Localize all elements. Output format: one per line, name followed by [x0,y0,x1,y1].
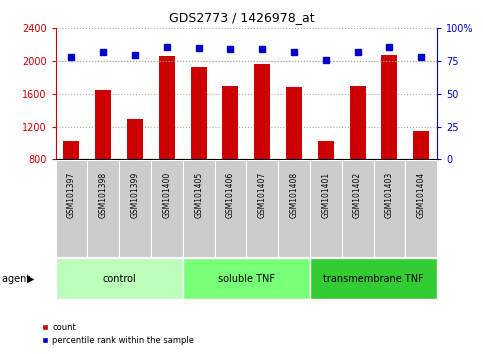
Bar [310,258,437,299]
Text: GSM101400: GSM101400 [162,172,171,218]
Bar [286,87,302,159]
Text: GSM101398: GSM101398 [99,172,108,218]
Text: soluble TNF: soluble TNF [218,274,275,284]
Text: GSM101401: GSM101401 [321,172,330,218]
Bar [183,160,214,257]
Bar [373,160,405,257]
Bar [56,160,87,257]
Bar [223,86,239,159]
Bar [246,160,278,257]
Text: GSM101407: GSM101407 [258,172,267,218]
Text: GSM101397: GSM101397 [67,172,76,218]
Bar [254,64,270,159]
Bar [87,160,119,257]
Bar [278,160,310,257]
Bar [191,67,207,159]
Bar [214,160,246,257]
Text: GSM101404: GSM101404 [417,172,426,218]
Bar [95,90,111,159]
Bar [127,119,143,159]
Text: GSM101403: GSM101403 [385,172,394,218]
Text: GSM101406: GSM101406 [226,172,235,218]
Text: GSM101399: GSM101399 [130,172,140,218]
Text: ▶: ▶ [27,274,34,284]
Text: transmembrane TNF: transmembrane TNF [323,274,424,284]
Text: GSM101402: GSM101402 [353,172,362,218]
Text: GDS2773 / 1426978_at: GDS2773 / 1426978_at [169,11,314,24]
Text: GSM101408: GSM101408 [289,172,298,218]
Text: agent: agent [2,274,34,284]
Bar [63,141,79,159]
Bar [318,141,334,159]
Bar [413,131,429,159]
Bar [342,160,373,257]
Bar [159,56,175,159]
Legend: count, percentile rank within the sample: count, percentile rank within the sample [38,319,198,348]
Bar [56,258,183,299]
Bar [183,258,310,299]
Text: GSM101405: GSM101405 [194,172,203,218]
Bar [350,86,366,159]
Bar [405,160,437,257]
Text: control: control [102,274,136,284]
Bar [382,55,398,159]
Bar [310,160,342,257]
Bar [151,160,183,257]
Bar [119,160,151,257]
